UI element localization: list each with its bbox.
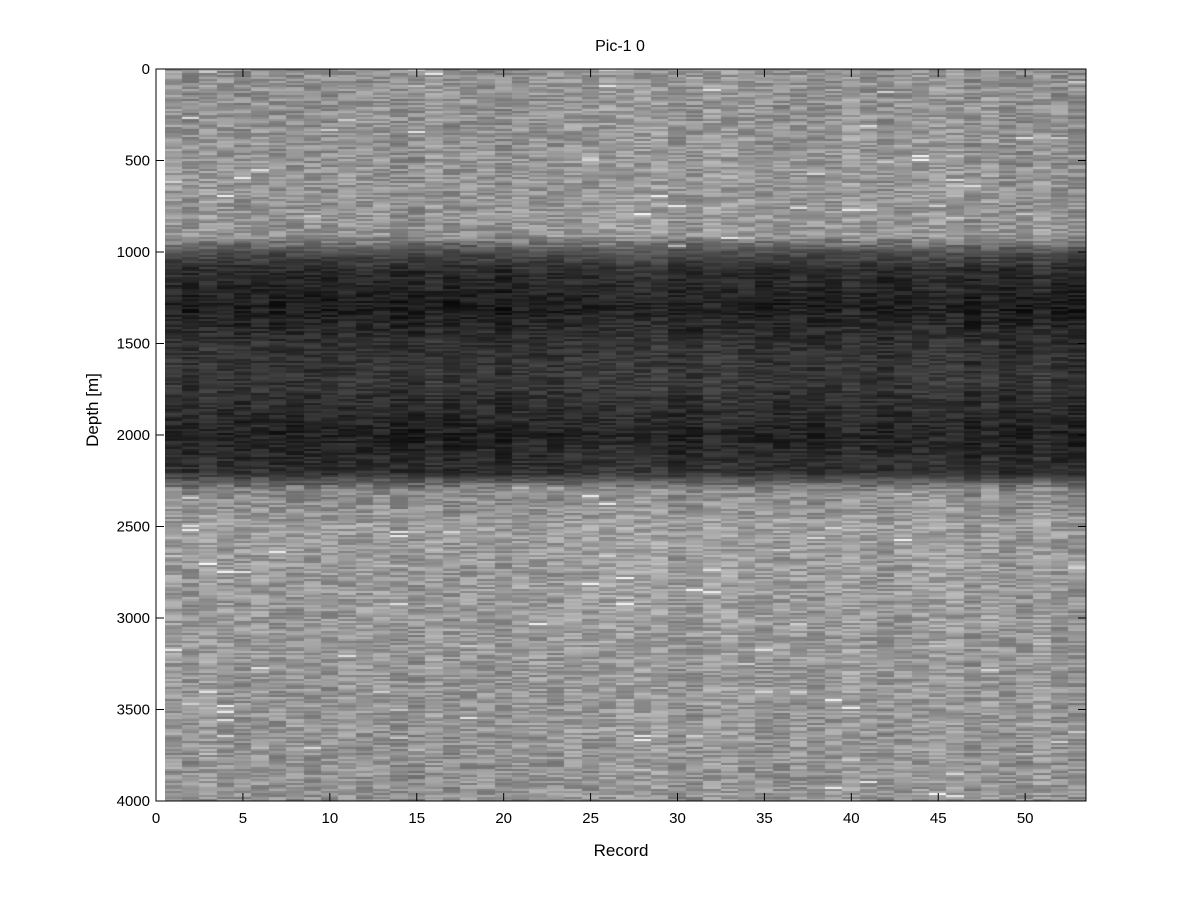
x-tick-label: 20 xyxy=(495,810,512,827)
y-tick-label: 2000 xyxy=(117,427,150,444)
x-tick-label: 5 xyxy=(239,810,247,827)
y-tick-label: 3000 xyxy=(117,610,150,627)
y-tick-label: 0 xyxy=(142,61,150,78)
x-tick-label: 45 xyxy=(930,810,947,827)
x-tick-label: 40 xyxy=(843,810,860,827)
y-tick-label: 3500 xyxy=(117,702,150,719)
x-tick-label: 35 xyxy=(756,810,773,827)
y-tick-label: 500 xyxy=(125,153,150,170)
x-tick-label: 10 xyxy=(321,810,338,827)
y-tick-label: 2500 xyxy=(117,519,150,536)
y-axis-label: Depth [m] xyxy=(83,373,102,447)
heatmap-image xyxy=(164,69,1086,801)
chart-title: Pic-1 0 xyxy=(595,38,645,55)
x-axis-label: Record xyxy=(594,841,649,860)
x-tick-label: 50 xyxy=(1017,810,1034,827)
y-tick-label: 4000 xyxy=(117,793,150,810)
y-tick-label: 1500 xyxy=(117,336,150,353)
y-tick-label: 1000 xyxy=(117,244,150,261)
x-tick-label: 25 xyxy=(582,810,599,827)
x-tick-label: 15 xyxy=(408,810,425,827)
x-tick-label: 30 xyxy=(669,810,686,827)
plot-frame xyxy=(155,68,1087,802)
x-tick-label: 0 xyxy=(152,810,160,827)
